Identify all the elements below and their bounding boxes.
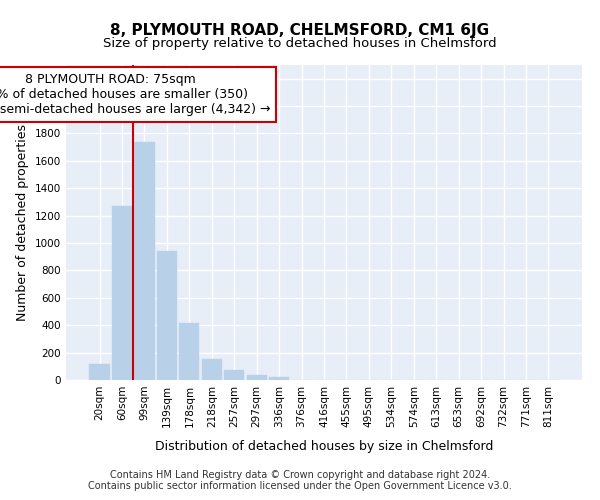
- Bar: [269, 376, 289, 380]
- Text: Distribution of detached houses by size in Chelmsford: Distribution of detached houses by size …: [155, 440, 493, 453]
- Bar: [112, 206, 132, 380]
- Text: 8 PLYMOUTH ROAD: 75sqm
← 7% of detached houses are smaller (350)
92% of semi-det: 8 PLYMOUTH ROAD: 75sqm ← 7% of detached …: [0, 73, 270, 116]
- Bar: [202, 360, 222, 380]
- Bar: [247, 375, 267, 380]
- Bar: [89, 364, 110, 380]
- Bar: [224, 370, 244, 380]
- Text: Contains HM Land Registry data © Crown copyright and database right 2024.: Contains HM Land Registry data © Crown c…: [110, 470, 490, 480]
- Text: 8, PLYMOUTH ROAD, CHELMSFORD, CM1 6JG: 8, PLYMOUTH ROAD, CHELMSFORD, CM1 6JG: [110, 22, 490, 38]
- Text: Size of property relative to detached houses in Chelmsford: Size of property relative to detached ho…: [103, 38, 497, 51]
- Bar: [179, 323, 199, 380]
- Y-axis label: Number of detached properties: Number of detached properties: [16, 124, 29, 321]
- Bar: [157, 252, 177, 380]
- Bar: [134, 142, 155, 380]
- Text: Contains public sector information licensed under the Open Government Licence v3: Contains public sector information licen…: [88, 481, 512, 491]
